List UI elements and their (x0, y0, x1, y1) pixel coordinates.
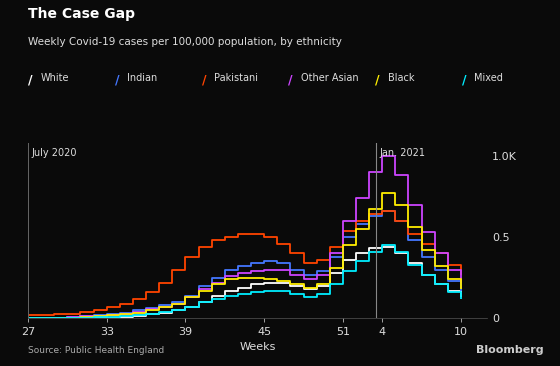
Text: /: / (288, 73, 293, 86)
Text: Pakistani: Pakistani (214, 73, 258, 83)
Text: /: / (462, 73, 466, 86)
Text: /: / (375, 73, 380, 86)
Text: /: / (202, 73, 206, 86)
Text: Indian: Indian (127, 73, 157, 83)
Text: /: / (115, 73, 119, 86)
Text: Other Asian: Other Asian (301, 73, 358, 83)
Text: Source: Public Health England: Source: Public Health England (28, 346, 164, 355)
Text: Black: Black (388, 73, 414, 83)
Text: Weekly Covid-19 cases per 100,000 population, by ethnicity: Weekly Covid-19 cases per 100,000 popula… (28, 37, 342, 46)
X-axis label: Weeks: Weeks (240, 341, 276, 352)
Text: The Case Gap: The Case Gap (28, 7, 135, 21)
Text: July 2020: July 2020 (32, 148, 77, 158)
Text: Jan. 2021: Jan. 2021 (380, 148, 426, 158)
Text: White: White (40, 73, 69, 83)
Text: Bloomberg: Bloomberg (475, 345, 543, 355)
Text: /: / (28, 73, 32, 86)
Text: Mixed: Mixed (474, 73, 503, 83)
